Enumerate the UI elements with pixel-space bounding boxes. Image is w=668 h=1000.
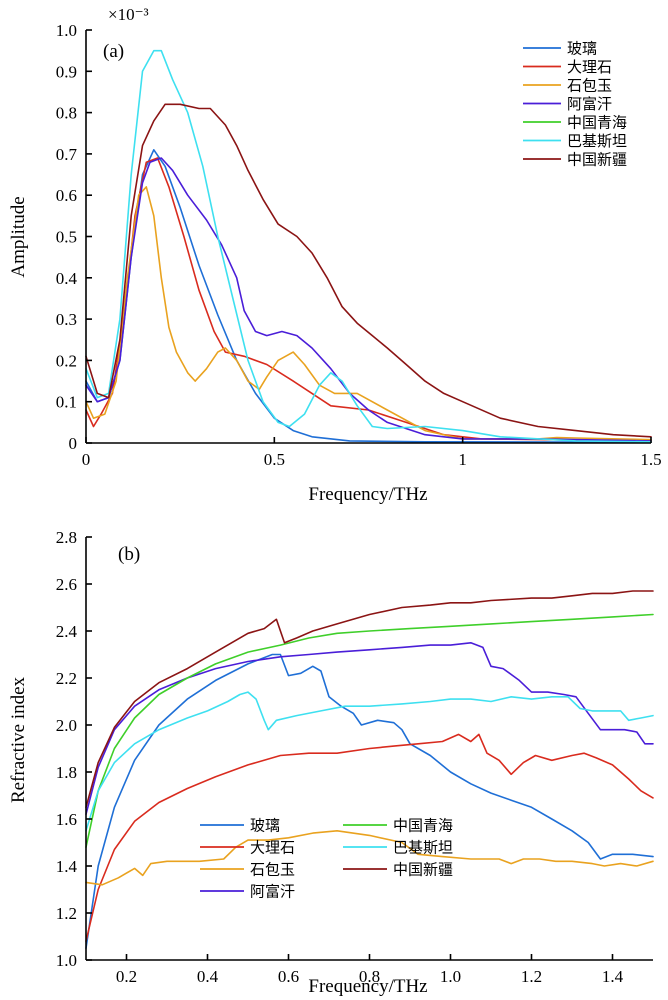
panel-b-series-line-7 [85,590,654,809]
panel-a-y-tick-label: 0.3 [56,310,77,329]
panel-b-y-tick-label: 2.0 [56,716,77,735]
panel-b-label: (b) [118,544,140,565]
panel-a-x-tick-label: 0.5 [264,450,285,469]
panel-b-legend-label: 阿富汗 [250,883,295,901]
panel-a-y-tick-label: 0.4 [56,269,78,288]
panel-b-series-line-5 [85,613,654,848]
panel-b-x-tick-label: 0.8 [359,967,380,986]
panel-b-legend-label: 玻璃 [250,817,280,835]
panel-a-y-tick-label: 0.1 [56,393,77,412]
panel-a-label: (a) [103,41,124,62]
panel-a-legend-label: 玻璃 [567,40,597,58]
panel-a-series-line-6 [85,103,652,438]
panel-a-ticks-group: 0 0.5 1 1.5 0 0.1 0.2 0.3 0.4 0.5 0.6 0.7 0.8 0.9 1.0 [56,21,662,469]
panel-a-series-group [85,49,652,443]
panel-a-legend-label: 中国新疆 [567,151,627,169]
panel-b-y-tick-label: 2.4 [56,622,78,641]
panel-a-x-tick-label: 1.5 [640,450,661,469]
panel-b-y-axis-label: Refractive index [8,676,29,803]
panel-b-y-tick-label: 2.8 [56,528,77,547]
panel-b-series-line-2 [85,733,654,942]
panel-a-y-tick-label: 1.0 [56,21,77,40]
panel-b-y-tick-label: 2.6 [56,575,77,594]
panel-b-y-tick-label: 1.2 [56,904,77,923]
panel-b-y-tick-label: 1.6 [56,810,77,829]
panel-a-y-tick-label: 0.7 [56,145,78,164]
panel-a-y-tick-label: 0 [69,434,78,453]
panel-b-series-group [85,590,654,950]
panel-a-x-tick-label: 1 [458,450,467,469]
panel-b-series-line-3 [85,830,654,886]
panel-b-legend-label: 石包玉 [250,861,295,879]
panel-b-x-tick-label: 1.2 [521,967,542,986]
panel-a-series-line-3 [85,186,652,441]
panel-b-x-tick-label: 1.0 [440,967,461,986]
panel-a-y-tick-label: 0.2 [56,351,77,370]
panel-a-x-axis-label: Frequency/THz [308,484,427,505]
panel-b-x-tick-label: 0.6 [278,967,299,986]
panel-a-series-line-4 [85,157,652,442]
panel-a-series-line-2 [85,157,652,442]
panel-a-y-tick-label: 0.5 [56,228,77,247]
panel-b-legend-label: 中国新疆 [393,861,453,879]
panel-b-ticks-group: 0.2 0.4 0.6 0.8 1.0 1.2 1.4 1.0 1.2 1.4 1.6 1.8 2.0 2… [56,528,624,986]
panel-b-legend-label: 大理石 [250,839,295,857]
panel-a-y-tick-label: 0.9 [56,62,77,81]
panel-a-legend-label: 中国青海 [567,114,627,132]
panel-a-legend-label: 巴基斯坦 [567,132,627,150]
panel-b-refractive-index-chart: 0.2 0.4 0.6 0.8 1.0 1.2 1.4 1.0 1.2 1.4 1.6 1.8 2.0 2… [8,528,654,997]
panel-a-y-tick-label: 0.8 [56,104,77,123]
panel-a-legend-label: 石包玉 [567,77,612,95]
panel-a-legend-label: 大理石 [567,58,612,76]
panel-b-x-tick-label: 0.2 [116,967,137,986]
panel-a-y-axis-label: Amplitude [8,196,29,277]
panel-b-series-line-1 [85,653,654,950]
panel-b-x-axis-label: Frequency/THz [308,976,427,997]
panel-a-exponent-label: ×10⁻³ [108,5,149,24]
panel-b-legend-label: 巴基斯坦 [393,839,453,857]
panel-b-x-tick-label: 0.4 [197,967,219,986]
panel-a-amplitude-chart: 0 0.5 1 1.500.10.20.30.40.50.60.70.80.91.0 … [8,5,662,505]
panel-b-y-tick-label: 1.0 [56,951,77,970]
panel-b-y-tick-label: 2.2 [56,669,77,688]
panel-b-series-line-4 [85,642,654,816]
panel-b-x-tick-label: 1.4 [602,967,624,986]
panel-a-series-line-5 [85,49,652,443]
panel-a-legend-label: 阿富汗 [567,95,612,113]
panel-a-x-tick-label: 0 [82,450,91,469]
panel-b-y-tick-label: 1.8 [56,763,77,782]
panel-b-legend-label: 中国青海 [393,817,453,835]
panel-b-series-line-6 [85,691,654,832]
panel-a-y-tick-label: 0.6 [56,186,77,205]
panel-b-y-tick-label: 1.4 [56,857,78,876]
